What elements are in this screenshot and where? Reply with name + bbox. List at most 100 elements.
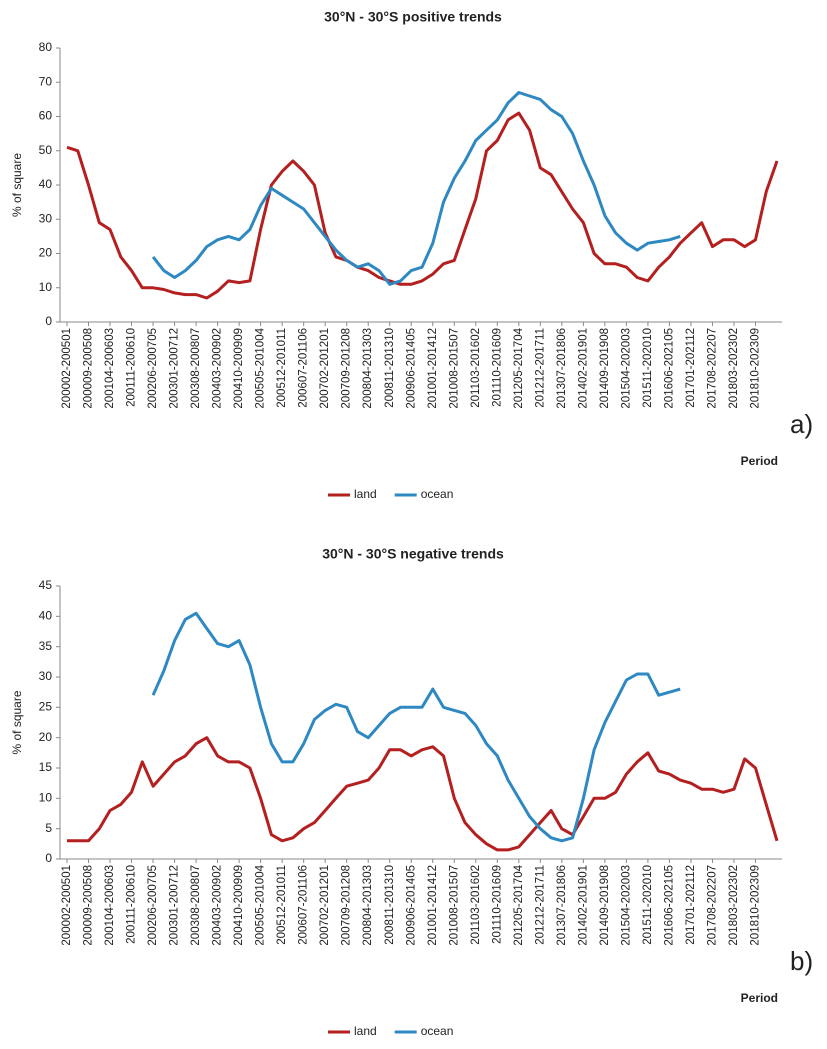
x-tick-label: 200104-200603 [104, 328, 116, 409]
x-tick-label: 200906-201405 [405, 328, 417, 409]
x-tick-label: 200702-201201 [319, 865, 331, 946]
y-tick-label: 40 [39, 609, 53, 623]
legend-label: ocean [421, 1024, 454, 1038]
x-tick-label: 200512-201011 [276, 865, 288, 945]
x-tick-label: 200505-201004 [255, 864, 267, 945]
x-tick-label: 201212-201711 [534, 865, 546, 945]
x-tick-label: 201701-202112 [685, 328, 697, 408]
data-line [151, 91, 681, 286]
panel-label: b) [790, 946, 813, 976]
y-tick-label: 70 [39, 74, 53, 88]
x-tick-label: 200403-200902 [212, 328, 224, 409]
y-tick-label: 0 [45, 851, 52, 865]
x-tick-label: 200804-201303 [362, 865, 374, 946]
y-tick-label: 5 [45, 821, 52, 835]
x-tick-label: 201409-201908 [599, 865, 611, 946]
x-axis-label: Period [741, 454, 778, 468]
x-tick-label: 201008-201507 [448, 865, 460, 946]
x-tick-label: 200104-200603 [104, 865, 116, 946]
x-tick-label: 201205-201704 [513, 327, 525, 408]
y-tick-label: 30 [39, 211, 53, 225]
x-tick-label: 200308-200807 [190, 865, 202, 946]
chart-title: 30°N - 30°S positive trends [324, 9, 502, 25]
x-tick-label: 201708-202207 [706, 328, 718, 409]
x-tick-label: 200410-200909 [233, 865, 245, 946]
y-tick-label: 15 [39, 760, 53, 774]
x-axis-label: Period [741, 991, 778, 1005]
x-tick-label: 200512-201011 [276, 328, 288, 408]
x-tick-label: 201606-202105 [663, 865, 675, 946]
y-tick-label: 50 [39, 143, 53, 157]
y-tick-label: 80 [39, 40, 53, 54]
x-tick-label: 200505-201004 [255, 327, 267, 408]
x-tick-label: 201402-201901 [577, 865, 589, 946]
x-tick-label: 201803-202302 [728, 328, 740, 409]
y-tick-label: 45 [39, 578, 53, 592]
x-tick-label: 201205-201704 [513, 864, 525, 945]
x-tick-label: 201307-201806 [556, 328, 568, 409]
x-tick-label: 200403-200902 [212, 865, 224, 946]
y-tick-label: 10 [39, 280, 53, 294]
x-tick-label: 200709-201208 [341, 328, 353, 409]
y-tick-label: 30 [39, 669, 53, 683]
x-tick-label: 201008-201507 [448, 328, 460, 409]
x-tick-label: 201708-202207 [706, 865, 718, 946]
x-tick-label: 201212-201711 [534, 328, 546, 408]
x-tick-label: 200906-201405 [405, 865, 417, 946]
x-tick-label: 200002-200501 [61, 328, 73, 409]
x-tick-label: 201504-202003 [620, 865, 632, 946]
x-tick-label: 200607-201106 [298, 328, 310, 408]
data-line [151, 611, 681, 843]
x-tick-label: 201103-201602 [470, 328, 482, 408]
y-tick-label: 25 [39, 700, 53, 714]
y-tick-label: 60 [39, 109, 53, 123]
x-tick-label: 201803-202302 [728, 865, 740, 946]
x-tick-label: 200111-200610 [126, 865, 138, 944]
x-tick-label: 200301-200712 [169, 328, 181, 409]
x-tick-label: 200301-200712 [169, 865, 181, 946]
x-tick-label: 200811-201310 [384, 865, 396, 945]
y-tick-label: 20 [39, 246, 53, 260]
x-tick-label: 200206-200705 [147, 865, 159, 946]
y-tick-label: 40 [39, 177, 53, 191]
x-tick-label: 200308-200807 [190, 328, 202, 409]
x-tick-label: 200410-200909 [233, 328, 245, 409]
x-tick-label: 201504-202003 [620, 328, 632, 409]
x-tick-label: 200111-200610 [126, 328, 138, 407]
x-tick-label: 200702-201201 [319, 328, 331, 409]
x-tick-label: 201511-202010 [642, 328, 654, 408]
x-tick-label: 200009-200508 [83, 865, 95, 946]
legend-label: land [354, 487, 377, 501]
x-tick-label: 201409-201908 [599, 328, 611, 409]
x-tick-label: 200709-201208 [341, 865, 353, 946]
x-tick-label: 201511-202010 [642, 865, 654, 945]
x-tick-label: 201001-201412 [427, 328, 439, 409]
y-axis-label: % of square [10, 153, 24, 217]
x-tick-label: 201307-201806 [556, 865, 568, 946]
y-tick-label: 35 [39, 639, 53, 653]
x-tick-label: 201001-201412 [427, 865, 439, 946]
x-tick-label: 200607-201106 [298, 865, 310, 945]
x-tick-label: 201810-202309 [750, 328, 762, 409]
chart-title: 30°N - 30°S negative trends [322, 546, 504, 562]
x-tick-label: 201606-202105 [663, 328, 675, 409]
x-tick-label: 201110-201609 [491, 865, 503, 944]
data-line [66, 111, 779, 300]
panel-label: a) [790, 409, 813, 439]
x-tick-label: 201810-202309 [750, 865, 762, 946]
x-tick-label: 200002-200501 [61, 865, 73, 946]
x-tick-label: 200804-201303 [362, 328, 374, 409]
y-tick-label: 20 [39, 730, 53, 744]
legend-label: ocean [421, 487, 454, 501]
y-tick-label: 0 [45, 314, 52, 328]
x-tick-label: 200009-200508 [83, 328, 95, 409]
x-tick-label: 201402-201901 [577, 328, 589, 409]
legend-label: land [354, 1024, 377, 1038]
data-line [67, 736, 779, 852]
x-tick-label: 201701-202112 [685, 865, 697, 945]
x-tick-label: 200811-201310 [384, 328, 396, 408]
y-axis-label: % of square [10, 690, 24, 754]
y-tick-label: 10 [39, 791, 53, 805]
x-tick-label: 200206-200705 [147, 328, 159, 409]
